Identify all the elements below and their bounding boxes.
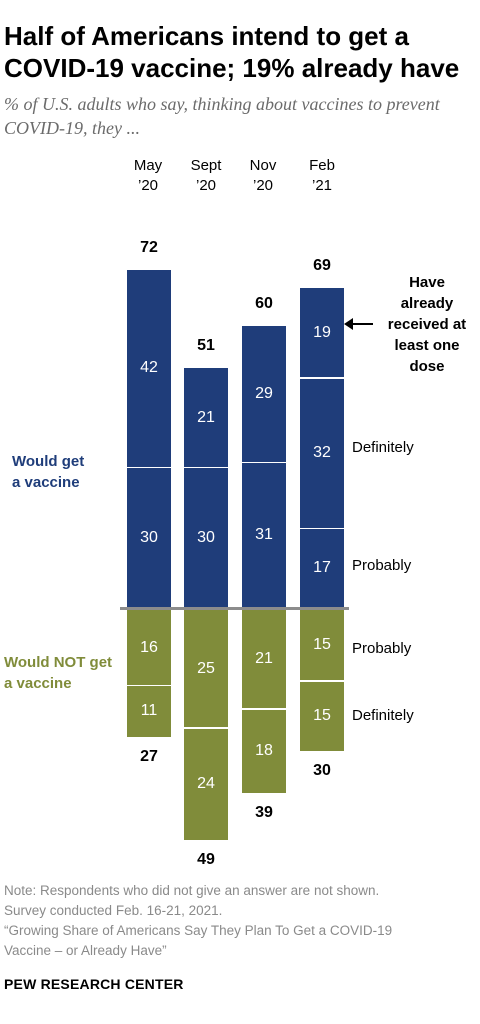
chart-title: Half of Americans intend to get a COVID-… xyxy=(4,21,460,83)
segment-divider xyxy=(127,466,171,468)
column-header-feb-21: Feb ’21 xyxy=(292,156,352,196)
note-line: Vaccine – or Already Have” xyxy=(4,943,167,958)
side-label-definitely-not: Definitely xyxy=(352,707,414,724)
data-label: 24 xyxy=(197,774,215,792)
total-label-get: 51 xyxy=(197,337,215,355)
column-header-line1: May xyxy=(133,157,163,174)
bar-segment-not-1 xyxy=(184,727,228,841)
data-label: 30 xyxy=(197,528,215,546)
note-line: “Growing Share of Americans Say They Pla… xyxy=(4,923,393,938)
column-header-line1: Nov xyxy=(249,157,277,174)
annotation-line: Have xyxy=(409,274,445,291)
bar-segment-not-1 xyxy=(242,708,286,794)
bar-segment-not-0 xyxy=(242,610,286,709)
bar-segment-get-1 xyxy=(127,269,171,467)
would-not-get-label: Would NOT get a vaccine xyxy=(4,652,112,694)
data-label: 11 xyxy=(140,702,158,720)
would-get-label-line2: a vaccine xyxy=(12,474,80,491)
note-line: Note: Respondents who did not give an an… xyxy=(4,883,380,898)
data-label: 15 xyxy=(313,706,331,724)
segment-divider xyxy=(300,377,344,379)
data-label: 42 xyxy=(140,359,158,377)
data-label: 16 xyxy=(140,638,158,656)
bar-segment-not-0 xyxy=(184,610,228,728)
side-label-definitely-get: Definitely xyxy=(352,439,414,456)
data-label: 17 xyxy=(313,559,331,577)
already-received-annotation: Have already received at least one dose xyxy=(378,272,476,377)
would-not-get-label-line2: a vaccine xyxy=(4,675,72,692)
segment-divider xyxy=(300,527,344,530)
annotation-line: least one xyxy=(394,337,460,354)
column-header-line2: ’21 xyxy=(311,177,333,194)
bar-segment-get-1 xyxy=(184,368,228,467)
bar-segment-not-0 xyxy=(127,610,171,686)
total-label-get: 60 xyxy=(255,295,273,312)
segment-divider xyxy=(300,680,344,682)
column-header-line2: ’20 xyxy=(195,177,217,194)
chart-subtitle: % of U.S. adults who say, thinking about… xyxy=(4,94,440,138)
bar-segment-get-1 xyxy=(300,377,344,529)
bar-segment-get-0 xyxy=(127,467,171,608)
data-label: 30 xyxy=(140,528,158,546)
data-label: 18 xyxy=(255,742,273,759)
column-header-may-20: May ’20 xyxy=(118,156,178,196)
total-label-not: 27 xyxy=(140,747,158,765)
chart-notes: Note: Respondents who did not give an an… xyxy=(4,881,474,961)
annotation-line: received at xyxy=(387,316,467,333)
data-label: 29 xyxy=(255,385,273,403)
source-label: PEW RESEARCH CENTER xyxy=(4,976,184,992)
bar-segment-get-1 xyxy=(242,326,286,463)
zero-baseline xyxy=(120,607,349,610)
bar-segment-get-0 xyxy=(184,467,228,608)
bar-segment-not-0 xyxy=(300,610,344,681)
bar-segment-not-1 xyxy=(127,685,171,737)
column-header-line2: ’20 xyxy=(137,177,159,194)
data-label: 21 xyxy=(255,650,273,668)
side-label-probably-not: Probably xyxy=(352,640,412,657)
column-header-line2: ’20 xyxy=(252,177,274,194)
bar-segment-get-2 xyxy=(300,288,344,378)
note-line: Survey conducted Feb. 16-21, 2021. xyxy=(4,903,223,918)
data-label: 32 xyxy=(313,443,331,461)
segment-divider xyxy=(242,461,286,464)
column-header-line1: Sept xyxy=(190,157,222,174)
segment-divider xyxy=(184,466,228,468)
bar-segment-not-1 xyxy=(300,680,344,751)
column-header-sept-20: Sept ’20 xyxy=(176,156,236,196)
bar-segment-get-0 xyxy=(300,528,344,608)
data-label: 19 xyxy=(313,324,331,342)
would-get-label: Would get a vaccine xyxy=(12,451,84,493)
arrow-left-icon xyxy=(344,318,373,330)
column-header-line1: Feb xyxy=(309,157,335,174)
total-label-not: 49 xyxy=(197,851,215,869)
segment-divider xyxy=(242,708,286,710)
column-header-nov-20: Nov ’20 xyxy=(233,156,293,196)
data-label: 15 xyxy=(313,636,331,654)
would-get-label-line1: Would get xyxy=(12,453,85,470)
data-label: 31 xyxy=(255,526,273,544)
total-label-not: 30 xyxy=(313,762,331,779)
total-label-get: 69 xyxy=(313,257,331,275)
would-not-get-label-line1: Would NOT get xyxy=(4,654,113,671)
annotation-line: already xyxy=(400,295,454,312)
side-label-probably-get: Probably xyxy=(352,557,412,574)
bar-segment-get-0 xyxy=(242,462,286,608)
total-label-not: 39 xyxy=(255,804,273,822)
data-label: 25 xyxy=(197,659,215,677)
segment-divider xyxy=(127,684,171,687)
annotation-line: dose xyxy=(409,358,445,375)
data-label: 21 xyxy=(197,408,215,426)
total-label-get: 72 xyxy=(140,238,158,256)
segment-divider xyxy=(184,727,228,729)
